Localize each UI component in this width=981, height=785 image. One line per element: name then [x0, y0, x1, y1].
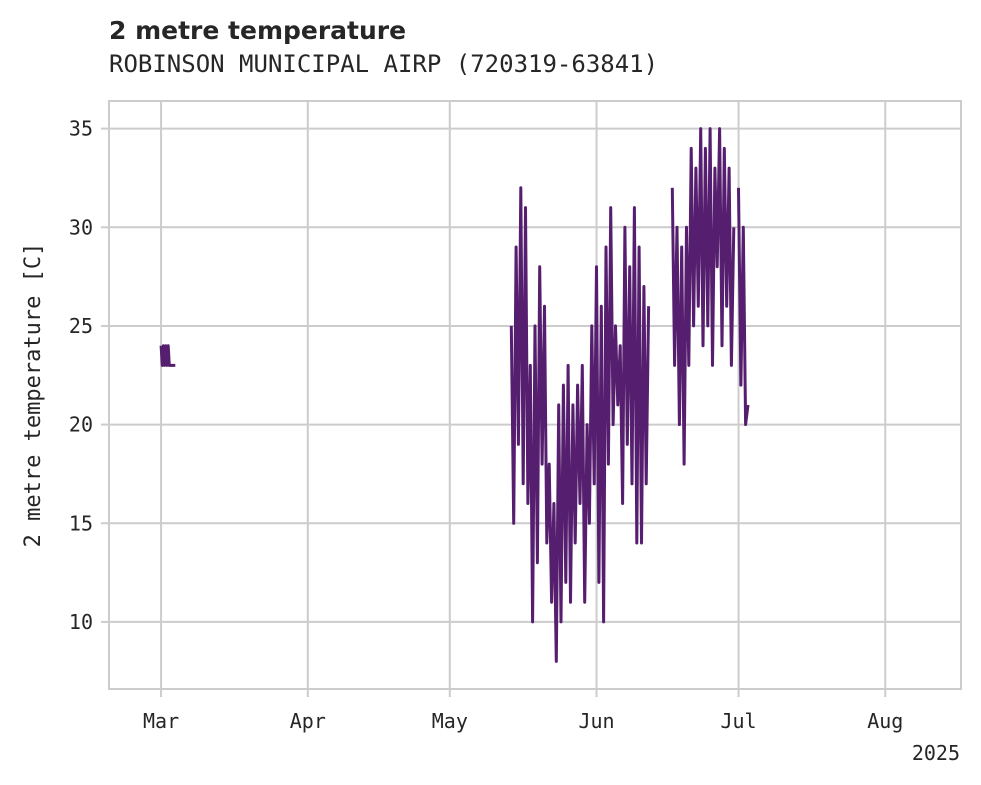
y-tick-label: 35: [69, 117, 93, 141]
y-tick-label: 25: [69, 314, 93, 338]
y-tick-label: 30: [69, 215, 93, 239]
grid: [109, 101, 961, 689]
x-tick-label: Jun: [578, 709, 614, 733]
x-tick-label: Jul: [720, 709, 756, 733]
y-tick-label: 10: [69, 610, 93, 634]
chart-title: 2 metre temperature: [109, 16, 407, 45]
y-tick-label: 15: [69, 511, 93, 535]
x-tick-label: Mar: [143, 709, 179, 733]
x-tick-label: Aug: [867, 709, 903, 733]
x-tick-label: Apr: [290, 709, 326, 733]
chart-subtitle: ROBINSON MUNICIPAL AIRP (720319-63841): [109, 50, 659, 78]
plot-frame: [108, 100, 962, 690]
axes: 10 15 20 25 30 35 Mar Apr May Jun Jul Aug: [69, 117, 903, 733]
temperature-series-line-4: [737, 187, 750, 427]
temperature-series-line-2: [509, 186, 651, 663]
x-offset-label: 2025: [912, 741, 960, 765]
data-lines: [159, 127, 750, 663]
temperature-series-line-1: [159, 344, 176, 367]
y-tick-label: 20: [69, 413, 93, 437]
temperature-series-line-3: [670, 127, 736, 466]
y-axis-label: 2 metre temperature [C]: [21, 243, 46, 548]
x-tick-label: May: [432, 709, 468, 733]
